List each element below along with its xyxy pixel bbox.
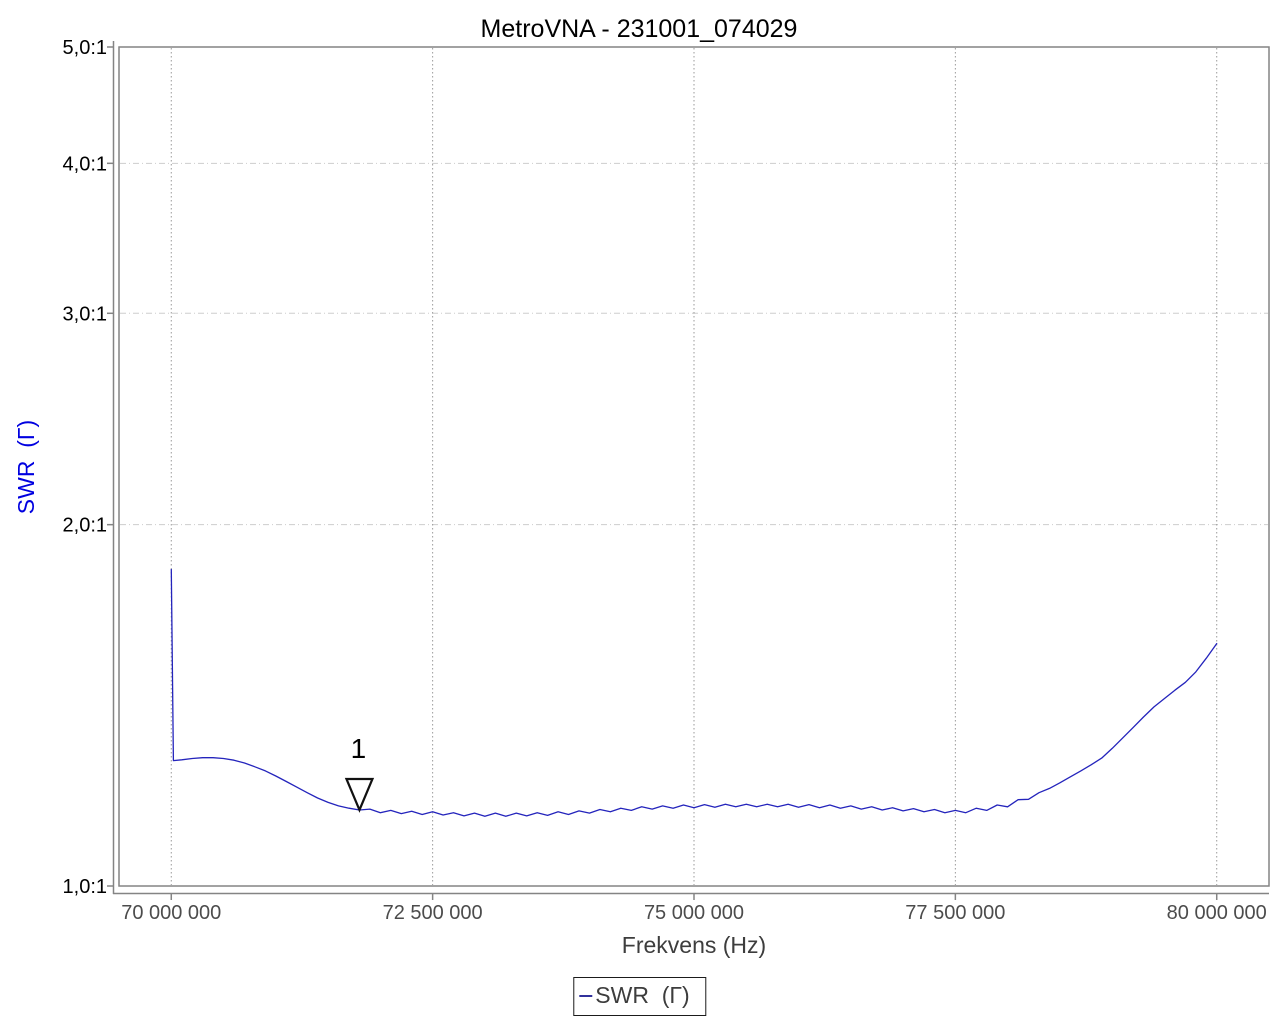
- trace-layer: [170, 568, 1218, 817]
- tick-label-layer: 70 000 000 72 500 000 75 000 000 77 500 000…: [63, 37, 1267, 924]
- y-tick-label: 3,0:1: [63, 303, 107, 325]
- x-axis-title: Frekvens (Hz): [622, 932, 766, 958]
- marker-1-triangle: [344, 777, 375, 813]
- legend: SWR (Γ): [573, 977, 707, 1017]
- x-tick-label: 70 000 000: [121, 902, 221, 924]
- y-axis-title: SWR (Γ): [13, 420, 39, 514]
- marker-1-label: 1: [351, 733, 367, 764]
- legend-label: SWR (Γ): [595, 982, 690, 1008]
- swr-trace: [170, 568, 1218, 817]
- grid-layer: [120, 48, 1268, 885]
- x-tick-label: 72 500 000: [383, 902, 483, 924]
- x-tick-label: 80 000 000: [1167, 902, 1267, 924]
- x-tick-label: 77 500 000: [905, 902, 1005, 924]
- y-tick-label: 4,0:1: [63, 153, 107, 175]
- axis-layer: [107, 41, 1270, 900]
- y-tick-label: 5,0:1: [63, 37, 107, 59]
- legend-line-swatch: [579, 994, 593, 997]
- marker-layer: 1: [344, 733, 375, 813]
- chart-title: MetroVNA - 231001_074029: [481, 15, 798, 43]
- y-tick-label: 2,0:1: [63, 515, 107, 537]
- plot-border: [118, 46, 1270, 887]
- y-tick-label: 1,0:1: [63, 876, 107, 898]
- x-tick-label: 75 000 000: [644, 902, 744, 924]
